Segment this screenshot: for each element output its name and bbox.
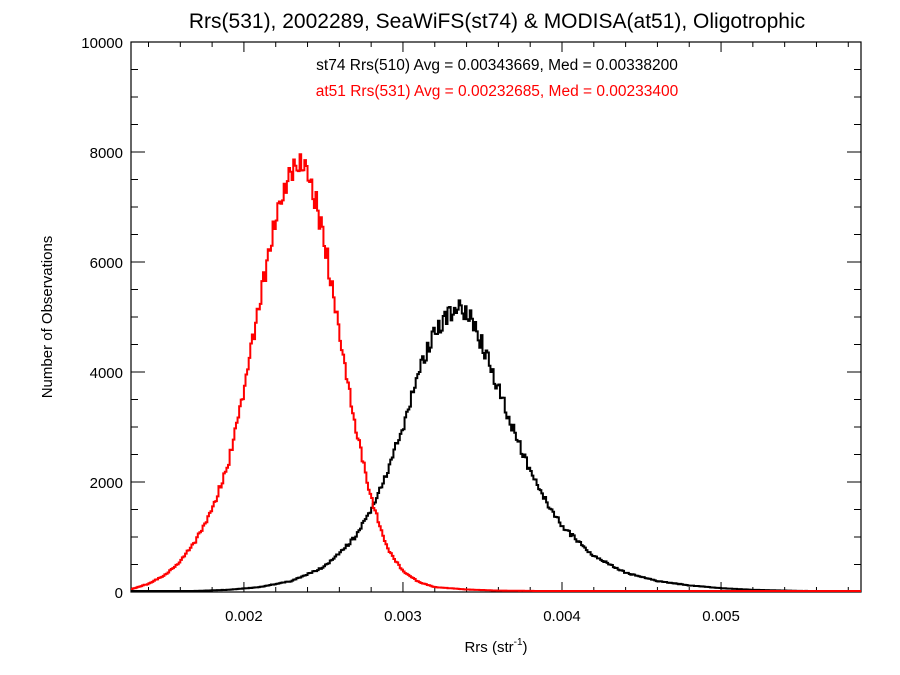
x-tick-label: 0.004 (543, 608, 581, 625)
x-axis-label-close: ) (523, 639, 528, 656)
annotation-st74-stats: st74 Rrs(510) Avg = 0.00343669, Med = 0.… (316, 57, 678, 74)
x-tick-label: 0.003 (384, 608, 422, 625)
x-axis: 0.002 0.003 0.004 0.005 (147, 42, 849, 625)
x-axis-label: Rrs (str-1) (464, 637, 527, 656)
y-tick-label: 0 (115, 585, 123, 602)
y-tick-label: 8000 (90, 145, 123, 162)
y-axis: 0 2000 4000 6000 8000 10000 (81, 35, 861, 602)
x-tick-label: 0.005 (702, 608, 740, 625)
series-layer (131, 153, 861, 592)
plot-frame (130, 41, 862, 593)
y-tick-label: 6000 (90, 255, 123, 272)
x-tick-label: 0.002 (225, 608, 263, 625)
x-axis-label-superscript: -1 (514, 637, 523, 648)
annotation-at51-stats: at51 Rrs(531) Avg = 0.00232685, Med = 0.… (316, 83, 679, 100)
chart-title: Rrs(531), 2002289, SeaWiFS(st74) & MODIS… (189, 10, 805, 33)
y-axis-label: Number of Observations (39, 236, 56, 399)
y-tick-label: 4000 (90, 365, 123, 382)
x-axis-label-main: Rrs (str (464, 639, 513, 656)
y-tick-label: 10000 (81, 35, 123, 52)
series-line-1 (131, 153, 861, 592)
y-tick-label: 2000 (90, 475, 123, 492)
series-line-0 (131, 299, 861, 592)
